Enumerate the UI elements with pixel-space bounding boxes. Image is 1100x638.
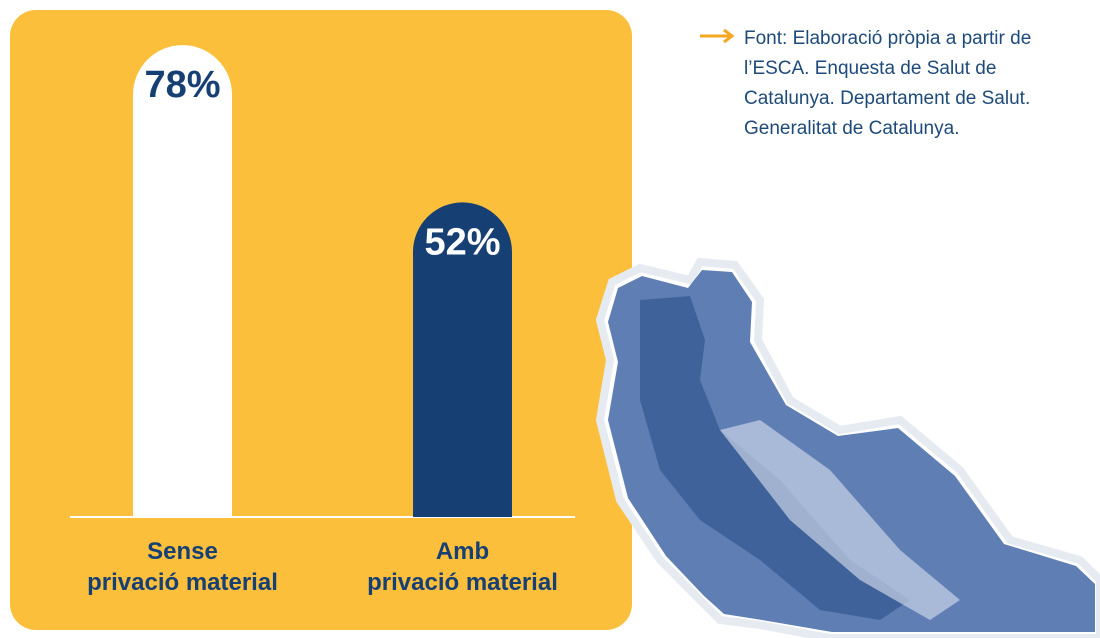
photo bbox=[595, 257, 1100, 638]
source-note: Font: Elaboració pròpia a partir de l’ES… bbox=[744, 28, 1032, 139]
value-label: 78% bbox=[144, 64, 220, 106]
category-label: Sense privació material bbox=[87, 538, 278, 596]
bar bbox=[133, 45, 232, 517]
value-label: 52% bbox=[424, 221, 500, 263]
bar bbox=[413, 202, 512, 517]
category-label: Amb privació material bbox=[367, 538, 558, 596]
note-arrow bbox=[700, 28, 735, 44]
